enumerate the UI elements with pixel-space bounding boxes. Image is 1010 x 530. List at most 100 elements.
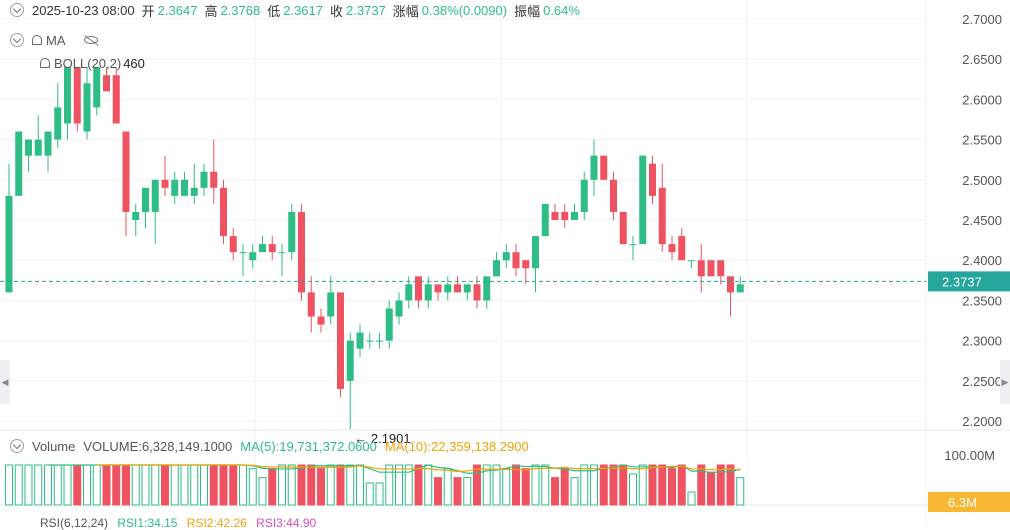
scroll-right-icon[interactable]: ▶	[1000, 360, 1010, 404]
volume-bar	[648, 464, 657, 506]
candle-body	[668, 244, 676, 253]
volume-bar	[307, 464, 316, 506]
volume-bar	[443, 468, 452, 506]
eye-hidden-icon[interactable]	[83, 36, 98, 44]
volume-bar	[317, 468, 325, 506]
candle	[580, 171, 588, 220]
amplitude-label: 振幅	[514, 3, 541, 19]
low-value: 2.3617	[283, 2, 323, 18]
volume-badge	[928, 492, 1010, 512]
price-tick-label: 2.2000	[962, 414, 1002, 429]
candle	[220, 179, 227, 245]
candle	[522, 260, 530, 285]
ma-collapse-icon[interactable]	[10, 33, 24, 47]
candle-body	[249, 252, 257, 261]
volume-bar	[502, 468, 511, 506]
boll-overlap-value: 460	[123, 55, 145, 71]
candle	[25, 139, 32, 172]
volume-bar	[336, 464, 345, 506]
high-label: 高	[204, 3, 218, 19]
candle	[190, 163, 198, 204]
price-tick-label: 2.5500	[962, 133, 1002, 148]
candle	[229, 228, 237, 261]
volume-bar	[102, 464, 111, 506]
candle	[298, 203, 305, 301]
volume-bar	[385, 464, 394, 506]
ohlc-date: 2025-10-23 08:00	[32, 2, 135, 18]
candle	[600, 155, 608, 180]
collapse-chevron-icon[interactable]	[10, 3, 24, 17]
candle	[15, 131, 23, 196]
candle-body	[307, 292, 315, 317]
candle	[54, 83, 62, 148]
scroll-left-icon[interactable]: ◀	[0, 360, 10, 404]
candle-body	[181, 179, 188, 196]
volume-bar	[482, 464, 491, 506]
volume-bar	[122, 464, 130, 506]
volume-bar	[521, 468, 530, 506]
candle-body	[220, 187, 227, 237]
candle	[151, 179, 159, 245]
low-annotation: ← 2.1901	[354, 431, 410, 446]
candle-body	[541, 203, 549, 237]
candle	[385, 300, 393, 349]
candle	[239, 244, 247, 277]
candle-body	[376, 340, 383, 342]
candle-body	[288, 211, 296, 253]
volume-bar	[131, 464, 140, 506]
candle	[376, 332, 383, 349]
volume-bar	[14, 464, 23, 506]
candle	[493, 252, 500, 277]
candle-body	[697, 260, 705, 277]
candle	[210, 139, 218, 204]
candle-body	[688, 260, 695, 262]
bell-icon[interactable]	[32, 35, 42, 45]
candle	[561, 203, 569, 229]
volume-bar	[83, 464, 91, 506]
candle-body	[619, 211, 627, 245]
candle-body	[610, 179, 617, 212]
candle	[727, 276, 734, 317]
candle	[259, 236, 266, 253]
volume-bar	[707, 471, 715, 506]
volume-bar	[629, 473, 637, 506]
candle-body	[161, 179, 169, 188]
candle	[317, 308, 325, 333]
volume-bar	[151, 464, 160, 506]
candle-body	[454, 284, 461, 293]
candle	[707, 260, 715, 277]
candle-body	[522, 260, 530, 269]
candle-body	[190, 187, 198, 196]
volume-bar	[395, 464, 403, 506]
candle	[639, 155, 647, 245]
candle	[64, 67, 71, 140]
candle	[337, 292, 344, 397]
candle-body	[327, 292, 335, 317]
volume-series	[5, 464, 745, 506]
candle-body	[337, 292, 344, 389]
volume-collapse-icon[interactable]	[10, 439, 24, 453]
candle-body	[54, 107, 62, 140]
candle-body	[73, 67, 81, 124]
candle	[83, 67, 91, 140]
candle-body	[444, 284, 452, 293]
candle-body	[571, 211, 578, 220]
volume-bar	[375, 482, 384, 506]
candle-body	[200, 171, 208, 188]
candle-body	[600, 155, 608, 180]
volume-bar	[170, 464, 179, 506]
candle	[93, 67, 101, 116]
candle	[268, 236, 276, 261]
volume-bar	[356, 464, 364, 506]
bell-icon[interactable]	[40, 58, 50, 68]
volume-bar	[346, 464, 355, 506]
candle-body	[366, 340, 374, 342]
candle	[551, 203, 559, 220]
candle	[171, 171, 179, 204]
volume-bar	[638, 464, 647, 506]
volume-bar	[112, 464, 121, 506]
volume-badge-label: 6.3M	[948, 495, 977, 510]
candle	[132, 203, 140, 237]
